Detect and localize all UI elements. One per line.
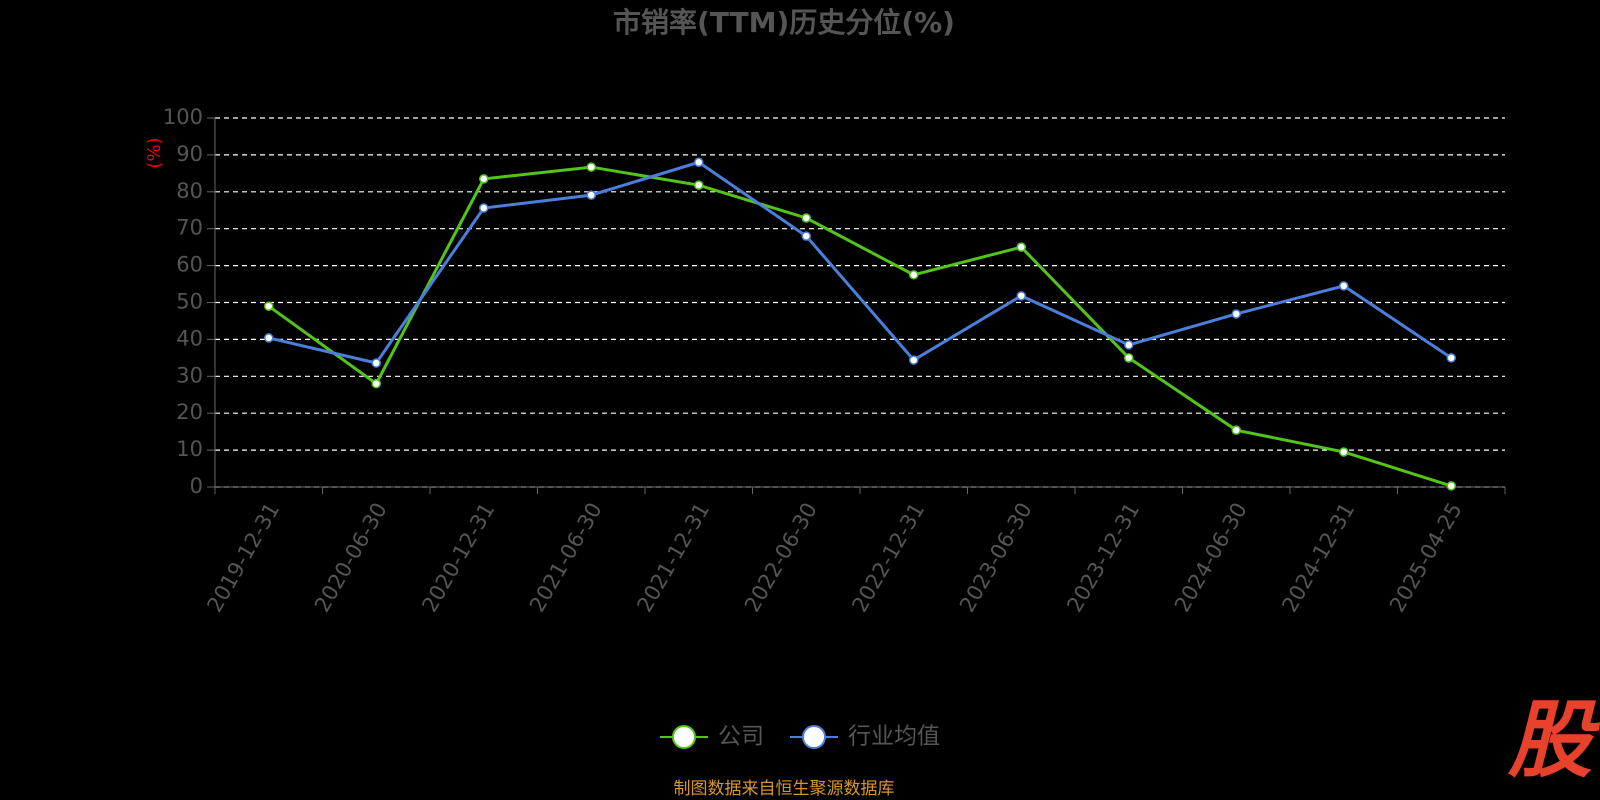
x-tick-label: 2022-06-30 <box>740 499 822 617</box>
y-tick-label: 20 <box>176 400 203 424</box>
y-tick-label: 10 <box>176 437 203 461</box>
y-tick-label: 30 <box>176 363 203 387</box>
data-point <box>371 358 381 368</box>
y-tick-label: 100 <box>163 105 203 129</box>
chart-title: 市销率(TTM)历史分位(%) <box>613 6 955 39</box>
x-tick-label: 2021-06-30 <box>525 499 607 617</box>
y-axis-label: (%) <box>144 137 165 168</box>
data-point <box>586 190 596 200</box>
legend-marker <box>802 725 826 749</box>
data-point <box>909 270 919 280</box>
y-tick-label: 0 <box>190 474 203 498</box>
data-point <box>1016 291 1026 301</box>
y-tick-label: 90 <box>176 142 203 166</box>
x-tick-label: 2020-12-31 <box>417 499 499 617</box>
y-tick-label: 80 <box>176 179 203 203</box>
y-tick-label: 60 <box>176 253 203 277</box>
data-point <box>479 203 489 213</box>
data-point <box>801 213 811 223</box>
x-tick-label: 2025-04-25 <box>1385 499 1467 617</box>
series-line <box>268 160 1453 365</box>
y-tick-label: 70 <box>176 216 203 240</box>
y-tick-label: 40 <box>176 326 203 350</box>
data-point <box>1339 281 1349 291</box>
data-point <box>1339 447 1349 457</box>
data-point <box>694 157 704 168</box>
x-tick-label: 2023-06-30 <box>955 499 1037 617</box>
watermark: 股 <box>1507 691 1600 789</box>
legend-label: 公司 <box>718 724 764 750</box>
source-note: 制图数据来自恒生聚源数据库 <box>674 779 895 799</box>
legend-label: 行业均值 <box>848 724 940 750</box>
legend-marker <box>672 725 696 749</box>
data-point <box>479 174 489 184</box>
x-tick-label: 2023-12-31 <box>1062 499 1144 617</box>
data-point <box>371 378 381 389</box>
data-point <box>586 162 596 172</box>
y-tick-label: 50 <box>176 290 203 314</box>
x-tick-label: 2024-06-30 <box>1170 499 1252 617</box>
data-point <box>1016 242 1026 252</box>
x-tick-label: 2019-12-31 <box>202 499 284 617</box>
data-point <box>1446 353 1456 363</box>
data-point <box>909 355 919 365</box>
data-point <box>264 333 274 343</box>
x-tick-label: 2022-12-31 <box>847 499 929 617</box>
data-point <box>1231 309 1241 319</box>
data-point <box>1124 353 1134 363</box>
data-point <box>1446 481 1456 491</box>
x-tick-label: 2021-12-31 <box>632 499 714 617</box>
data-point <box>264 301 274 311</box>
data-point <box>801 231 811 241</box>
x-tick-label: 2024-12-31 <box>1277 499 1359 617</box>
x-tick-label: 2020-06-30 <box>310 499 392 617</box>
series-line <box>267 165 1452 488</box>
data-point <box>694 180 704 190</box>
data-point <box>1231 425 1241 435</box>
data-point <box>1124 340 1134 350</box>
